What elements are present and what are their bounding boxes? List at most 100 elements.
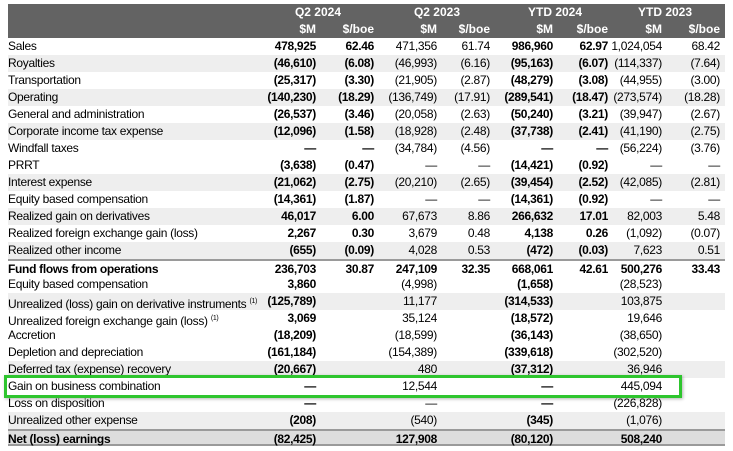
value-cell: 127,908 [395, 432, 438, 446]
value-cell: (125,789) [267, 294, 316, 308]
row-label-text: Windfall taxes [8, 141, 79, 155]
value-cell: (0.47) [344, 158, 374, 172]
period-q2-2024: Q2 2024 [294, 5, 342, 19]
value-cell: 4,028 [408, 243, 437, 257]
value-cell: 6.00 [351, 209, 374, 223]
value-cell: (42,085) [619, 175, 663, 189]
value-cell: 668,061 [511, 262, 554, 276]
value-cell: (3.30) [344, 73, 374, 87]
value-cell: 4,138 [524, 226, 553, 240]
value-cell: (161,184) [267, 345, 316, 359]
value-cell: (17.91) [454, 90, 490, 104]
row-label: Operating [8, 89, 58, 106]
row-label-text: Unrealized other expense [8, 413, 138, 427]
value-cell: (226,828) [613, 396, 662, 410]
value-cell: (39,454) [510, 175, 554, 189]
value-cell: 46,017 [281, 209, 316, 223]
value-cell: (39,947) [619, 107, 663, 121]
value-cell: — [304, 379, 316, 393]
value-cell: — [425, 396, 437, 410]
value-cell: 103,875 [620, 294, 663, 308]
value-cell: (38,650) [619, 328, 663, 342]
value-cell: — [650, 192, 662, 206]
value-cell: (2.48) [460, 124, 490, 138]
table-row: Windfall taxes — — (34,784) (4.56) — — (56,224)… [8, 140, 725, 157]
row-label: Equity based compensation [8, 276, 148, 293]
value-cell: 61.74 [461, 39, 490, 53]
row-label-text: Interest expense [8, 175, 92, 189]
table-row: Loss on disposition — — — (226,828) [8, 395, 725, 412]
value-cell: (36,143) [510, 328, 554, 342]
value-cell: (20,058) [394, 107, 438, 121]
table-row: Unrealized other expense (208) (540) (345) (… [8, 412, 725, 429]
value-cell: (0.92) [578, 158, 608, 172]
financial-table: Q2 2024 Q2 2023 YTD 2024 YTD 2023 $M $/bo… [8, 4, 725, 446]
value-cell: 247,109 [395, 262, 438, 276]
row-label-text: Depletion and depreciation [8, 345, 143, 359]
row-label-text: Operating [8, 90, 58, 104]
value-cell: (1.58) [344, 124, 374, 138]
value-cell: (154,389) [388, 345, 437, 359]
value-cell: 445,094 [620, 379, 663, 393]
row-label-text: Unrealized (loss) gain on derivative ins… [8, 297, 247, 311]
value-cell: (14,421) [510, 158, 554, 172]
value-cell: — [541, 141, 553, 155]
value-cell: (345) [526, 413, 553, 427]
value-cell: (6.08) [344, 56, 374, 70]
row-label-text: Equity based compensation [8, 277, 148, 291]
value-cell: 32.35 [461, 262, 490, 276]
value-cell: (48,279) [510, 73, 554, 87]
unit-header: $/boe [342, 22, 374, 36]
value-cell: (28,523) [619, 277, 663, 291]
unit-header: $M [645, 22, 662, 36]
value-cell: (14,361) [510, 192, 554, 206]
value-cell: (44,955) [619, 73, 663, 87]
table-header: Q2 2024 Q2 2023 YTD 2024 YTD 2023 $M $/bo… [8, 4, 725, 38]
row-label: Net (loss) earnings [8, 431, 111, 448]
row-label-text: Accretion [8, 328, 56, 342]
value-cell: (20,210) [394, 175, 438, 189]
value-cell: 3,069 [287, 311, 316, 325]
highlight-box [4, 375, 682, 398]
row-label-text: Realized gain on derivatives [8, 209, 150, 223]
row-label-text: Unrealized foreign exchange gain (loss) [8, 314, 208, 328]
period-q2-2023: Q2 2023 [413, 5, 461, 19]
value-cell: 82,003 [627, 209, 662, 223]
unit-header: $M [299, 22, 316, 36]
row-label: Sales [8, 38, 37, 55]
value-cell: 62.97 [579, 39, 608, 53]
value-cell: — [708, 192, 720, 206]
row-label: Unrealized other expense [8, 412, 138, 429]
value-cell: (1,092) [626, 226, 662, 240]
row-label: Equity based compensation [8, 191, 148, 208]
row-label: Interest expense [8, 174, 92, 191]
table-row: Realized foreign exchange gain (loss) 2,2… [8, 225, 725, 242]
table-row: Transportation (25,317) (3.30) (21,905) (2.8… [8, 72, 725, 89]
value-cell: (18,572) [510, 311, 554, 325]
value-cell: (14,361) [273, 192, 317, 206]
value-cell: 42.61 [579, 262, 608, 276]
table-row: Corporate income tax expense (12,096) (1.5… [8, 123, 725, 140]
table-row: Net (loss) earnings (82,425) 127,908 (80,12… [8, 429, 725, 446]
value-cell: (1.87) [344, 192, 374, 206]
value-cell: 36,946 [627, 362, 662, 376]
table-row: Equity based compensation (14,361) (1.87) —… [8, 191, 725, 208]
value-cell: (21,905) [394, 73, 438, 87]
row-label-text: Corporate income tax expense [8, 124, 164, 138]
value-cell: (2.75) [344, 175, 374, 189]
value-cell: (540) [410, 413, 437, 427]
table-row: Royalties (46,610) (6.08) (46,993) (6.16) (95… [8, 55, 725, 72]
row-label: Depletion and depreciation [8, 344, 143, 361]
row-label: Transportation [8, 72, 81, 89]
row-label-text: General and administration [8, 107, 145, 121]
value-cell: (18,928) [394, 124, 438, 138]
value-cell: — [362, 141, 374, 155]
row-label: Windfall taxes [8, 140, 79, 157]
unit-header: $M [420, 22, 437, 36]
value-cell: (41,190) [619, 124, 663, 138]
value-cell: — [650, 158, 662, 172]
table-row: PRRT (3,638) (0.47) — — (14,421) (0.92) — — [8, 157, 725, 174]
row-label-text: Net (loss) earnings [8, 432, 111, 446]
value-cell: 1,024,054 [611, 39, 662, 53]
value-cell: — [304, 141, 316, 155]
